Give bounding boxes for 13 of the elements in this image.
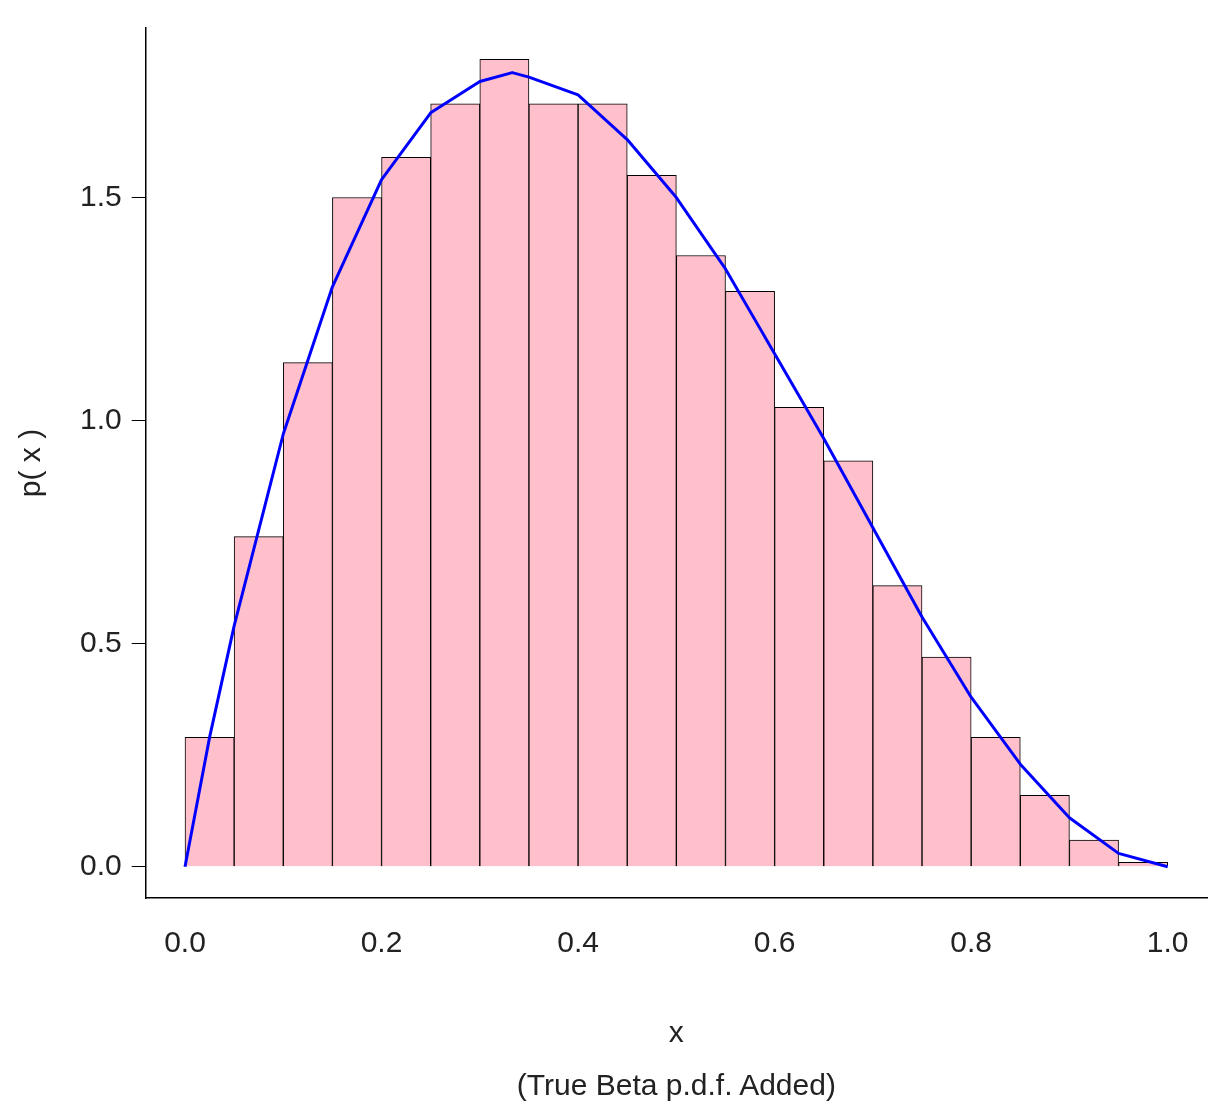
x-tick-label: 0.8 <box>950 925 993 959</box>
y-tick-label: 1.0 <box>79 401 122 435</box>
x-tick-label: 0.4 <box>557 925 599 959</box>
y-tick-label: 0.5 <box>79 624 122 658</box>
y-axis-title: p( x ) <box>13 428 47 498</box>
x-tick-label: 0.6 <box>753 925 796 959</box>
x-axis-title: x <box>668 1015 684 1049</box>
text: (True Beta p.d.f. Added) <box>516 1068 836 1102</box>
y-tick-label: 0.0 <box>79 848 122 882</box>
x-tick-label: 0.2 <box>360 925 403 959</box>
x-tick-label: 1.0 <box>1146 925 1189 959</box>
x-tick-label: 0.0 <box>164 925 206 959</box>
y-tick-label: 1.5 <box>79 178 122 212</box>
